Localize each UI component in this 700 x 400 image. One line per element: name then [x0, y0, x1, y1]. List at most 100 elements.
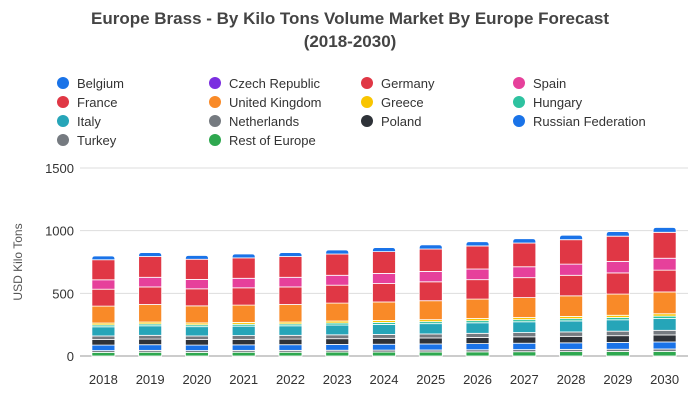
legend-item-turkey[interactable]: Turkey [57, 133, 117, 148]
bar-segment-italy[interactable] [512, 321, 537, 333]
bar-segment-poland[interactable] [512, 336, 537, 344]
legend-item-czech-republic[interactable]: Czech Republic [209, 76, 321, 91]
bar-segment-netherlands[interactable] [91, 335, 116, 340]
bar-segment-russian-federation[interactable] [372, 343, 396, 351]
bar-segment-germany[interactable] [605, 235, 630, 262]
bar-segment-italy[interactable] [559, 320, 583, 333]
bar-segment-russian-federation[interactable] [278, 344, 303, 351]
bar-segment-belgium[interactable] [465, 241, 490, 247]
bar-segment-france[interactable] [465, 279, 490, 300]
bar-segment-united-kingdom[interactable] [418, 300, 443, 321]
bar-segment-russian-federation[interactable] [91, 344, 116, 352]
bar-segment-united-kingdom[interactable] [185, 305, 209, 324]
bar-segment-belgium[interactable] [559, 234, 583, 241]
bar-segment-netherlands[interactable] [138, 334, 163, 340]
bar-segment-netherlands[interactable] [325, 334, 350, 340]
bar-segment-rest-of-europe[interactable] [418, 351, 443, 357]
bar-segment-belgium[interactable] [605, 231, 630, 237]
bar-segment-italy[interactable] [605, 319, 630, 332]
bar-segment-germany[interactable] [185, 258, 209, 280]
bar-segment-russian-federation[interactable] [231, 344, 256, 351]
bar-segment-united-kingdom[interactable] [652, 291, 677, 315]
bar-segment-italy[interactable] [278, 325, 303, 336]
bar-segment-poland[interactable] [652, 334, 677, 343]
bar-segment-spain[interactable] [231, 277, 256, 289]
legend-item-france[interactable]: France [57, 95, 117, 110]
bar-segment-france[interactable] [372, 283, 396, 303]
bar-segment-poland[interactable] [138, 338, 163, 346]
bar-segment-germany[interactable] [278, 256, 303, 278]
bar-segment-belgium[interactable] [652, 227, 677, 233]
bar-segment-poland[interactable] [465, 337, 490, 344]
bar-segment-netherlands[interactable] [512, 332, 537, 338]
bar-segment-germany[interactable] [325, 253, 350, 276]
bar-segment-france[interactable] [138, 286, 163, 305]
bar-segment-italy[interactable] [91, 326, 116, 337]
bar-segment-russian-federation[interactable] [325, 344, 350, 351]
bar-segment-belgium[interactable] [372, 247, 396, 252]
bar-segment-united-kingdom[interactable] [605, 293, 630, 316]
bar-segment-france[interactable] [91, 288, 116, 307]
bar-segment-belgium[interactable] [185, 255, 209, 260]
bar-segment-spain[interactable] [138, 276, 163, 288]
bar-segment-italy[interactable] [652, 318, 677, 331]
bar-segment-belgium[interactable] [325, 249, 350, 255]
bar-segment-netherlands[interactable] [372, 334, 396, 339]
bar-segment-spain[interactable] [185, 279, 209, 290]
bar-segment-rest-of-europe[interactable] [185, 351, 209, 357]
bar-segment-spain[interactable] [91, 279, 116, 290]
bar-segment-belgium[interactable] [278, 252, 303, 257]
bar-segment-rest-of-europe[interactable] [559, 351, 583, 357]
bar-segment-spain[interactable] [418, 270, 443, 283]
bar-segment-rest-of-europe[interactable] [512, 351, 537, 357]
bar-segment-belgium[interactable] [231, 253, 256, 259]
bar-segment-rest-of-europe[interactable] [231, 351, 256, 357]
bar-segment-netherlands[interactable] [231, 335, 256, 340]
bar-segment-rest-of-europe[interactable] [652, 350, 677, 357]
bar-segment-spain[interactable] [465, 268, 490, 281]
bar-segment-rest-of-europe[interactable] [372, 351, 396, 357]
bar-segment-germany[interactable] [465, 245, 490, 270]
bar-segment-rest-of-europe[interactable] [325, 351, 350, 357]
bar-segment-italy[interactable] [372, 324, 396, 335]
legend-item-united-kingdom[interactable]: United Kingdom [209, 95, 322, 110]
bar-segment-rest-of-europe[interactable] [605, 351, 630, 357]
bar-segment-united-kingdom[interactable] [559, 295, 583, 317]
bar-segment-italy[interactable] [231, 325, 256, 336]
legend-item-rest-of-europe[interactable]: Rest of Europe [209, 133, 316, 148]
bar-segment-poland[interactable] [231, 338, 256, 346]
bar-segment-italy[interactable] [185, 326, 209, 337]
bar-segment-poland[interactable] [325, 338, 350, 345]
bar-segment-france[interactable] [559, 274, 583, 297]
bar-segment-france[interactable] [418, 281, 443, 302]
bar-segment-russian-federation[interactable] [652, 341, 677, 350]
bar-segment-france[interactable] [605, 272, 630, 295]
bar-segment-germany[interactable] [91, 259, 116, 281]
legend-item-italy[interactable]: Italy [57, 114, 101, 129]
bar-segment-united-kingdom[interactable] [512, 297, 537, 318]
bar-segment-italy[interactable] [325, 324, 350, 336]
bar-segment-germany[interactable] [418, 248, 443, 272]
bar-segment-spain[interactable] [559, 263, 583, 276]
bar-segment-germany[interactable] [512, 242, 537, 268]
bar-segment-france[interactable] [185, 288, 209, 307]
bar-segment-italy[interactable] [138, 325, 163, 336]
bar-segment-netherlands[interactable] [278, 334, 303, 340]
bar-segment-united-kingdom[interactable] [278, 304, 303, 323]
bar-segment-poland[interactable] [418, 337, 443, 345]
bar-segment-spain[interactable] [605, 260, 630, 274]
bar-segment-united-kingdom[interactable] [138, 304, 163, 323]
bar-segment-poland[interactable] [559, 335, 583, 344]
legend-item-spain[interactable]: Spain [513, 76, 566, 91]
legend-item-poland[interactable]: Poland [361, 114, 421, 129]
bar-segment-germany[interactable] [138, 256, 163, 278]
legend-item-hungary[interactable]: Hungary [513, 95, 583, 110]
bar-segment-germany[interactable] [652, 231, 677, 259]
bar-segment-italy[interactable] [418, 323, 443, 335]
bar-segment-russian-federation[interactable] [465, 343, 490, 351]
bar-segment-france[interactable] [325, 284, 350, 304]
bar-segment-rest-of-europe[interactable] [91, 351, 116, 357]
bar-segment-belgium[interactable] [512, 238, 537, 244]
bar-segment-russian-federation[interactable] [138, 344, 163, 351]
bar-segment-germany[interactable] [231, 257, 256, 279]
